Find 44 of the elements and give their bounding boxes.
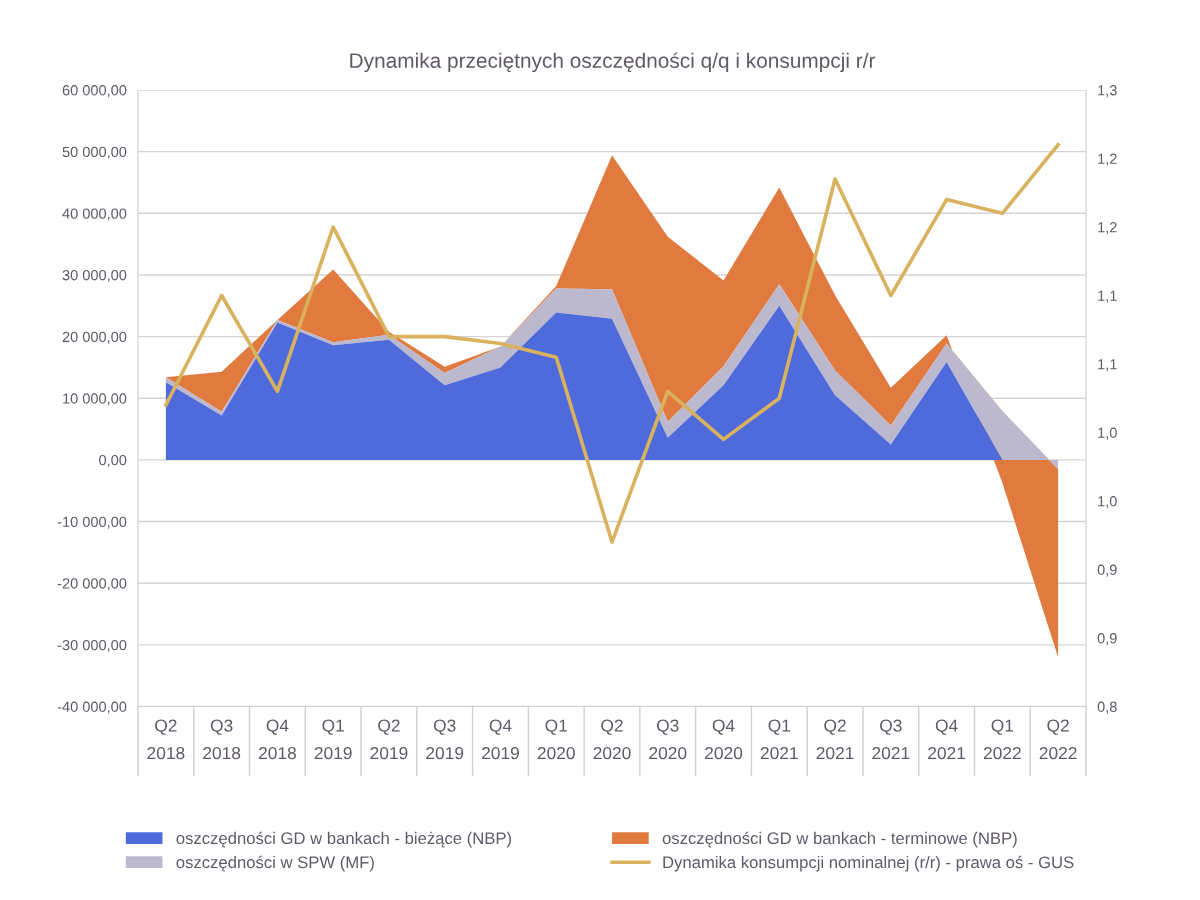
x-tick-label: Q1 2021: [760, 719, 798, 760]
y2-tick-label: 1,1: [1098, 290, 1117, 303]
y-tick-label: 0,00: [99, 455, 127, 468]
x-tick-label: Q3 2018: [203, 719, 241, 760]
y-tick-label: -30 000,00: [57, 639, 127, 652]
y-tick-label: -10 000,00: [57, 516, 127, 529]
chart-title: Dynamika przeciętnych oszczędności q/q i konsumpcji r/r: [350, 52, 876, 73]
y-tick-label: -20 000,00: [57, 578, 127, 591]
x-tick-label: Q2 2018: [147, 719, 185, 760]
x-tick-label: Q3 2021: [872, 719, 910, 760]
x-tick-label: Q2 2021: [816, 719, 854, 760]
x-tick-label: Q4 2021: [928, 719, 966, 760]
legend-label: oszczędności GD w bankach - terminowe (NBP): [662, 831, 1017, 848]
line-series: [164, 142, 1060, 544]
legend-label: Dynamika konsumpcji nominalnej (r/r) - prawa oś - GUS: [663, 855, 1074, 872]
y2-tick-label: 1,2: [1098, 153, 1117, 166]
y2-tick-label: 1,0: [1098, 496, 1117, 509]
x-tick-label: Q4 2018: [258, 719, 296, 760]
x-tick-label: Q3 2019: [426, 719, 464, 760]
y-tick-label: 10 000,00: [63, 393, 127, 406]
y2-tick-label: 0,9: [1097, 564, 1117, 577]
y-tick-label: 50 000,00: [62, 146, 127, 159]
y-tick-label: 60 000,00: [62, 85, 127, 98]
legend-label: oszczędności GD w bankach - bieżące (NBP): [176, 831, 512, 848]
y-tick-label: 20 000,00: [62, 331, 127, 344]
x-tick-label: Q1 2022: [983, 719, 1021, 760]
y-tick-label: 30 000,00: [62, 270, 127, 283]
y-tick-label: 40 000,00: [62, 208, 127, 221]
x-tick-label: Q1 2020: [537, 719, 575, 760]
y2-tick-label: 0,8: [1097, 701, 1117, 714]
x-tick-label: Q1 2019: [314, 719, 352, 760]
y2-tick-label: 1,1: [1098, 359, 1117, 372]
y2-tick-label: 1,0: [1098, 427, 1117, 440]
x-tick-label: Q2 2020: [593, 719, 631, 760]
x-tick-label: Q3 2020: [649, 719, 687, 760]
x-tick-label: Q2 2019: [370, 719, 408, 760]
y2-tick-label: 0,9: [1097, 633, 1117, 646]
legend-label: oszczędności w SPW (MF): [176, 855, 374, 872]
x-tick-label: Q4 2019: [482, 719, 519, 760]
x-tick-label: Q4 2020: [705, 719, 743, 760]
x-tick-label: Q2 2022: [1039, 719, 1077, 760]
y2-tick-label: 1,2: [1098, 222, 1117, 235]
y2-tick-label: 1,3: [1098, 85, 1117, 98]
y-tick-label: -40 000,00: [57, 701, 127, 714]
